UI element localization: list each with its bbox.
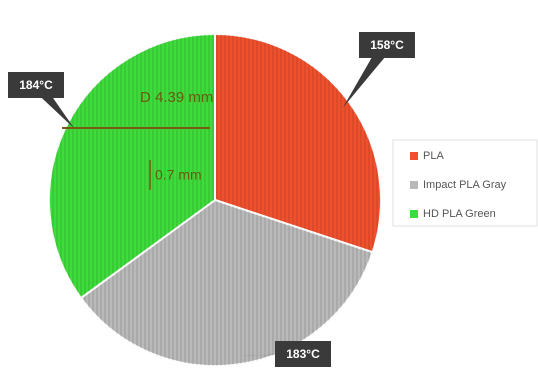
annotation: 0.7 mm bbox=[155, 167, 202, 183]
data-label: 184°C bbox=[19, 78, 53, 92]
legend-swatch bbox=[410, 181, 418, 189]
legend-label: HD PLA Green bbox=[423, 208, 496, 220]
pie bbox=[49, 34, 381, 366]
legend-swatch bbox=[410, 152, 418, 160]
page: 158°C PLA 183°C Impact PLA Gray 184°C HD PLA … bbox=[0, 0, 538, 375]
legend-label: PLA bbox=[423, 150, 444, 162]
chart: 158°C PLA 183°C Impact PLA Gray 184°C HD PLA … bbox=[0, 0, 538, 370]
legend-label: Impact PLA Gray bbox=[423, 179, 507, 191]
data-label: 158°C bbox=[370, 38, 404, 52]
annotation: D 4.39 mm bbox=[140, 89, 213, 106]
legend-swatch bbox=[410, 210, 418, 218]
data-label: 183°C bbox=[286, 347, 320, 361]
